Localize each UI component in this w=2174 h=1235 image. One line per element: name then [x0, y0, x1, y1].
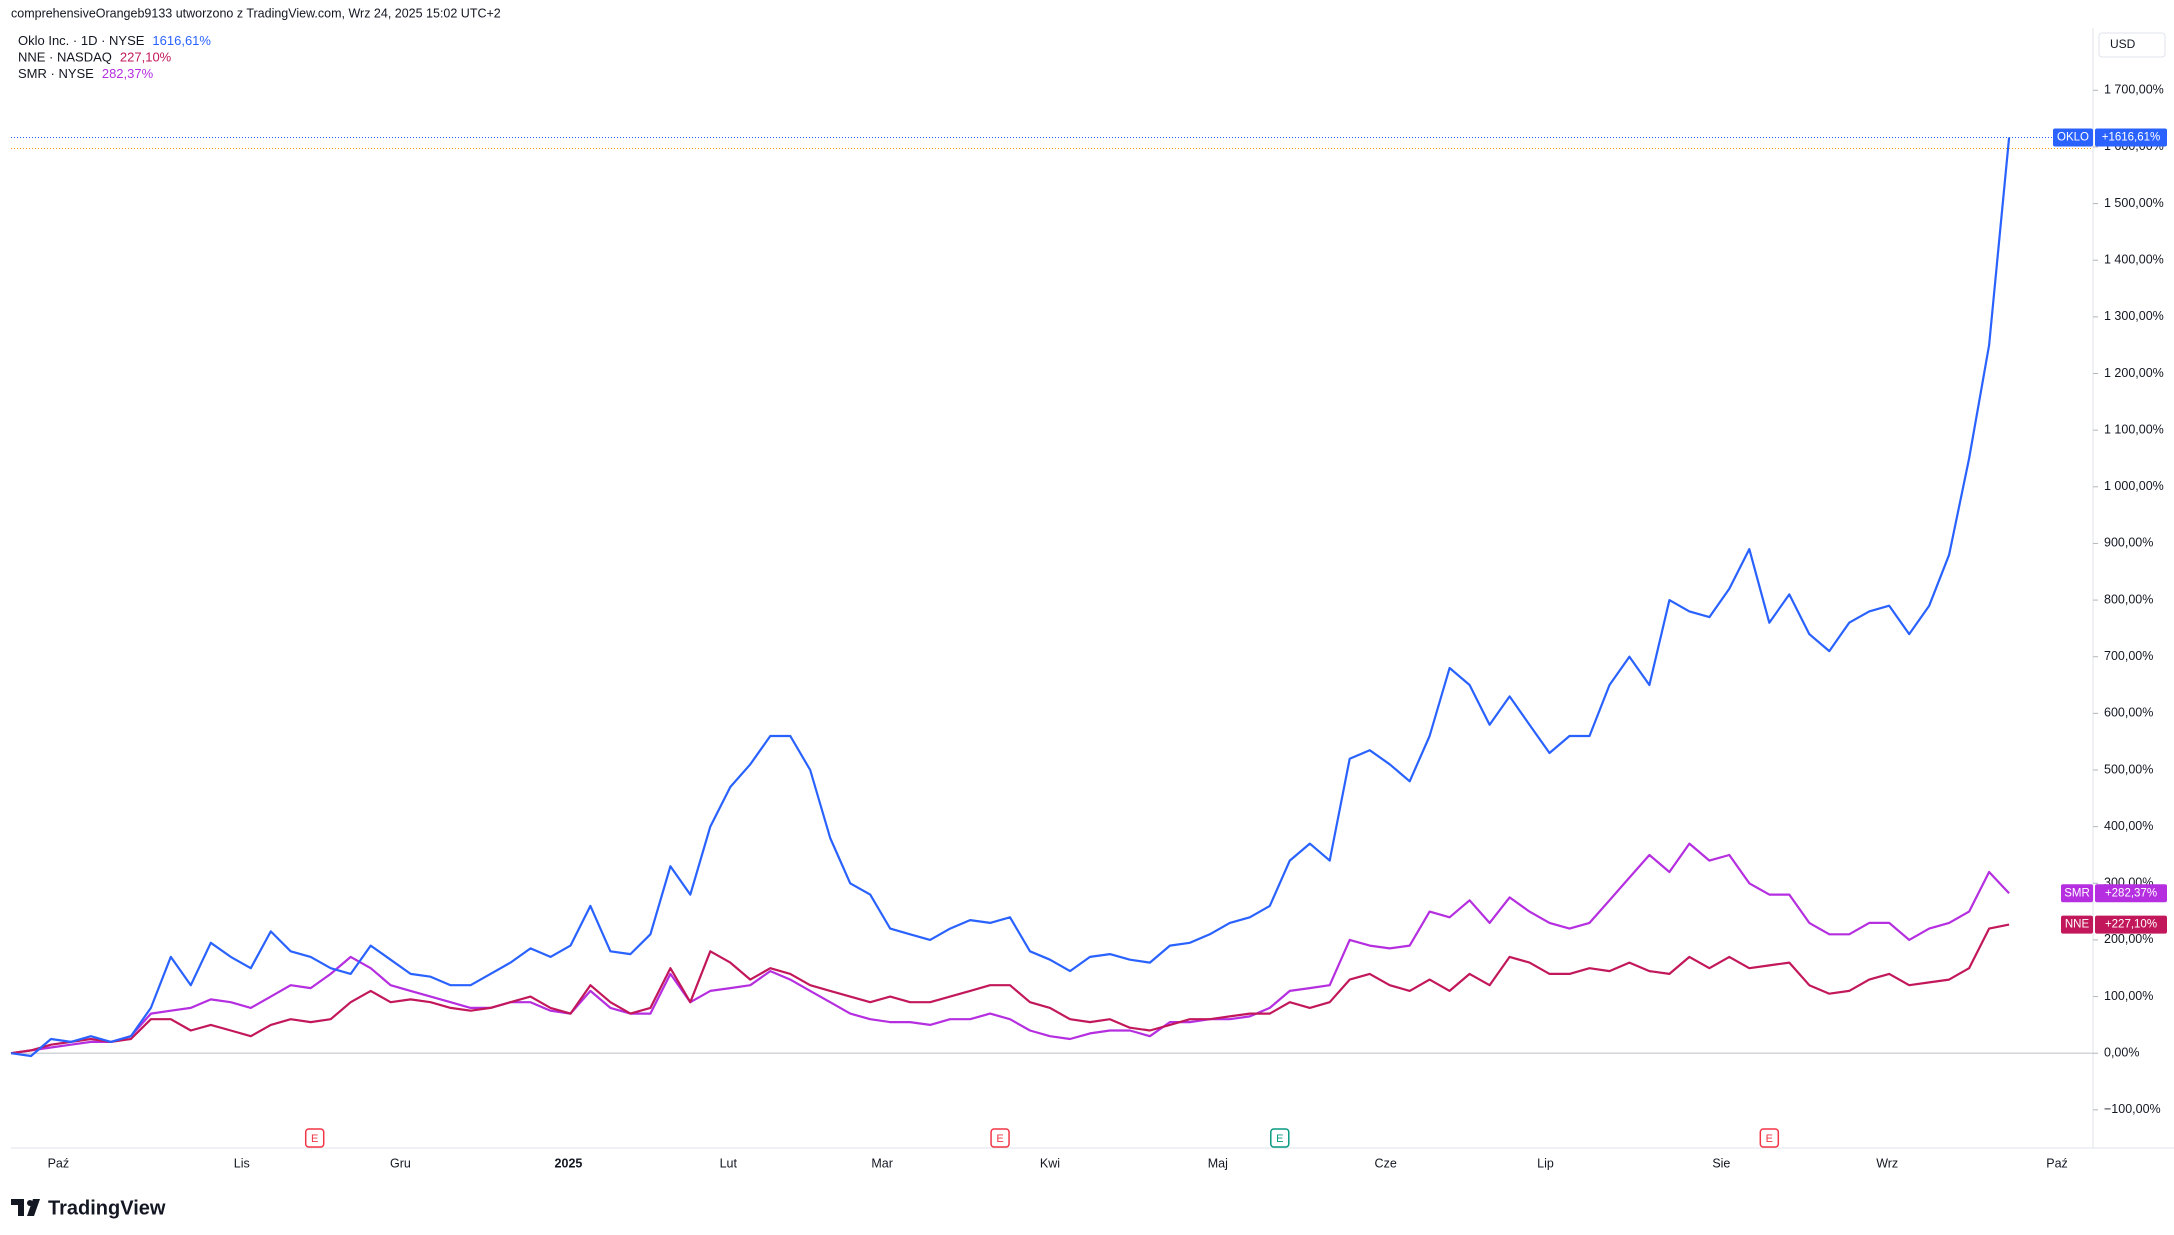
y-tick-label: 100,00% [2104, 989, 2153, 1003]
legend-entry: Oklo Inc. · 1D · NYSE 1616,61% [18, 33, 211, 48]
earnings-marker [304, 1128, 325, 1148]
ticker-label: NNE [2065, 919, 2090, 931]
x-tick-label: Cze [1375, 1156, 1397, 1170]
y-tick-label: 1 000,00% [2104, 479, 2164, 493]
legend-name: SMR · NYSE [18, 66, 94, 81]
y-tick-label: 1 300,00% [2104, 309, 2164, 323]
y-tick-label: 800,00% [2104, 592, 2153, 606]
earnings-label: E [1276, 1133, 1283, 1145]
earnings-marker [990, 1128, 1010, 1148]
earnings-marker [1759, 1128, 1780, 1148]
currency: USD [2110, 37, 2136, 51]
legend-value: 1616,61% [152, 33, 211, 48]
brand-logo [11, 1199, 40, 1216]
x-tick-label: Lis [234, 1156, 250, 1170]
price-box [2095, 128, 2167, 147]
earnings-label: E [996, 1133, 1003, 1145]
legend-value: 227,10% [120, 50, 172, 65]
ticker-label: SMR [2064, 887, 2090, 899]
y-tick-label: 900,00% [2104, 536, 2153, 550]
x-tick-label: Maj [1208, 1156, 1228, 1170]
x-tick-label: Lut [720, 1156, 738, 1170]
x-tick-label: Lip [1537, 1156, 1554, 1170]
earnings-label: E [1766, 1133, 1773, 1145]
earnings-marker [1270, 1128, 1290, 1148]
price-box [2095, 915, 2167, 934]
x-tick-label: 2025 [555, 1156, 583, 1170]
ticker-box [2061, 915, 2093, 934]
y-tick-label: 1 700,00% [2104, 83, 2164, 97]
y-tick-label: 400,00% [2104, 819, 2153, 833]
earnings-label: E [311, 1133, 318, 1145]
x-tick-label: Paź [48, 1156, 70, 1170]
header: comprehensiveOrangeb9133 utworzono z Tra… [11, 6, 501, 20]
y-tick-label: −100,00% [2104, 1102, 2161, 1116]
y-tick-label: 500,00% [2104, 762, 2153, 776]
x-tick-label: Paź [2046, 1156, 2068, 1170]
y-tick-label: 700,00% [2104, 649, 2153, 663]
legend-name: Oklo Inc. · 1D · NYSE [18, 33, 145, 48]
price-label: +227,10% [2105, 919, 2157, 931]
ticker-label: OKLO [2057, 132, 2089, 144]
x-tick-label: Kwi [1040, 1156, 1060, 1170]
y-tick-label: 1 200,00% [2104, 366, 2164, 380]
y-tick-label: 0,00% [2104, 1046, 2139, 1060]
series-line [10, 137, 2011, 1058]
x-tick-label: Wrz [1876, 1156, 1898, 1170]
legend-entry: NNE · NASDAQ 227,10% [18, 50, 172, 65]
price-box [2095, 884, 2167, 903]
y-tick-label: 1 400,00% [2104, 253, 2164, 267]
currency-box[interactable] [2098, 32, 2166, 58]
y-tick-label: 200,00% [2104, 932, 2153, 946]
legend-name: NNE · NASDAQ [18, 50, 112, 65]
x-tick-label: Mar [871, 1156, 893, 1170]
x-tick-label: Sie [1712, 1156, 1730, 1170]
ticker-box [2053, 128, 2093, 147]
y-tick-label: 1 500,00% [2104, 196, 2164, 210]
y-tick-label: 600,00% [2104, 706, 2153, 720]
brand: TradingView [48, 1197, 166, 1219]
y-tick-label: 1 100,00% [2104, 422, 2164, 436]
x-tick-label: Gru [390, 1156, 411, 1170]
ticker-box [2061, 884, 2093, 903]
price-label: +1616,61% [2102, 132, 2161, 144]
series-line [10, 842, 2010, 1055]
series-line [10, 923, 2010, 1055]
legend-entry: SMR · NYSE 282,37% [18, 66, 154, 81]
price-label: +282,37% [2105, 887, 2157, 899]
legend-value: 282,37% [102, 66, 154, 81]
